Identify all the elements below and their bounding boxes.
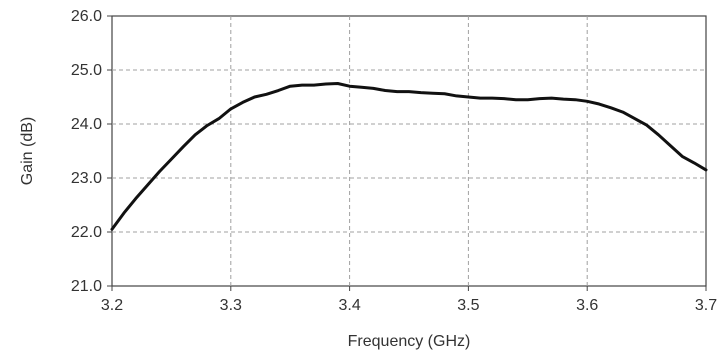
y-tick-labels: 21.0 22.0 23.0 24.0 25.0 26.0 [71, 8, 102, 295]
y-tick-label: 25.0 [71, 62, 102, 79]
x-tick-label: 3.6 [576, 297, 598, 314]
x-tick-label: 3.7 [695, 297, 717, 314]
x-tick-label: 3.2 [101, 297, 123, 314]
plot-area [111, 15, 707, 287]
y-tick-label: 24.0 [71, 116, 102, 133]
y-tick-label: 21.0 [71, 278, 102, 295]
x-tick-label: 3.5 [457, 297, 479, 314]
y-axis-title: Gain (dB) [19, 117, 36, 185]
x-tick-labels: 3.2 3.3 3.4 3.5 3.6 3.7 [101, 297, 717, 314]
tick-marks [107, 15, 707, 291]
y-tick-label: 23.0 [71, 170, 102, 187]
x-axis-title: Frequency (GHz) [348, 333, 471, 350]
x-tick-label: 3.4 [338, 297, 360, 314]
x-tick-label: 3.3 [220, 297, 242, 314]
gain-series-line [110, 82, 708, 231]
y-tick-label: 22.0 [71, 224, 102, 241]
y-tick-label: 26.0 [71, 8, 102, 25]
